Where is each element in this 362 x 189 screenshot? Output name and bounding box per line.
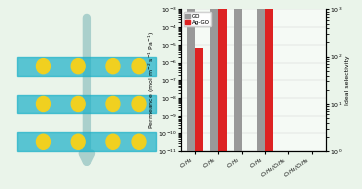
Circle shape (132, 134, 146, 149)
FancyArrowPatch shape (83, 18, 91, 162)
Polygon shape (17, 94, 156, 113)
Bar (218, 3, 227, 189)
Polygon shape (17, 132, 156, 151)
Legend: GO, Ag-GO: GO, Ag-GO (184, 12, 211, 26)
Bar (265, 3, 273, 189)
Bar (242, 151, 250, 189)
Bar (233, 4, 242, 189)
Y-axis label: Ideal selectivity: Ideal selectivity (345, 56, 350, 105)
Circle shape (106, 59, 120, 74)
Circle shape (71, 96, 85, 112)
Bar (195, 48, 203, 189)
Circle shape (37, 59, 50, 74)
Circle shape (106, 96, 120, 112)
Circle shape (37, 134, 50, 149)
Circle shape (37, 96, 50, 112)
Circle shape (132, 59, 146, 74)
Circle shape (71, 134, 85, 149)
Circle shape (132, 96, 146, 112)
Polygon shape (17, 57, 156, 76)
Bar (257, 3, 265, 189)
Bar (187, 3, 195, 189)
Y-axis label: Permeance (mol m$^{-2}$ s$^{-1}$ Pa$^{-1}$): Permeance (mol m$^{-2}$ s$^{-1}$ Pa$^{-1… (146, 31, 157, 129)
Bar (210, 3, 218, 189)
Circle shape (71, 59, 85, 74)
Circle shape (106, 134, 120, 149)
